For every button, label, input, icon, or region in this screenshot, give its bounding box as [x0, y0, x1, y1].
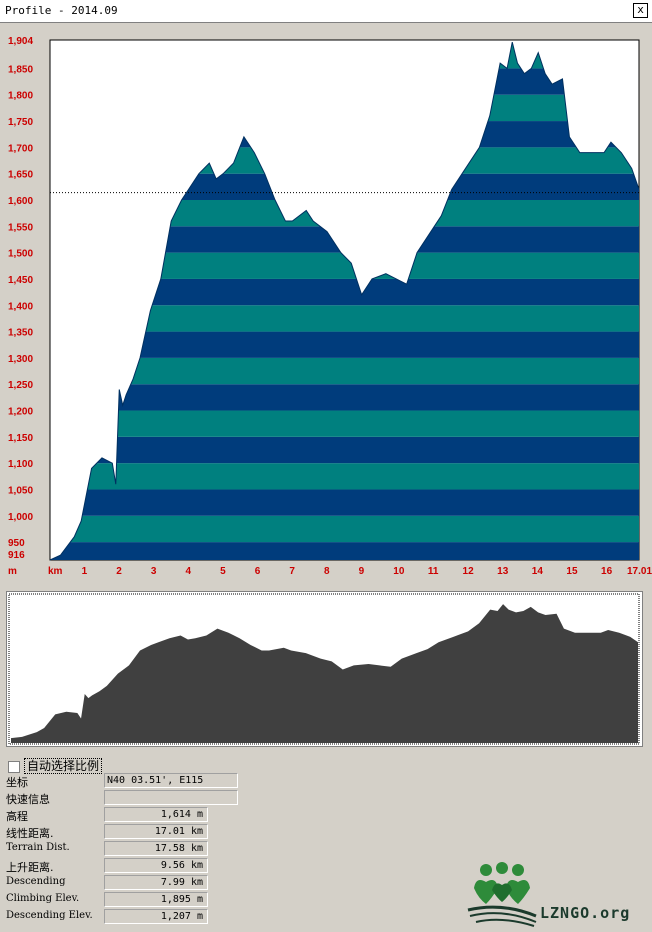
x-tick-label: 9	[359, 566, 365, 577]
descelev-field: 1,207 m	[104, 909, 208, 924]
y-tick-label: 1,000	[8, 512, 33, 523]
x-tick-label: 3	[151, 566, 157, 577]
elevation-band	[50, 357, 639, 385]
elev-label: 高程	[6, 810, 28, 823]
x-tick-label: 4	[186, 566, 192, 577]
profile-line	[49, 41, 640, 561]
elevation-band	[50, 463, 639, 490]
x-tick-label: 15	[566, 566, 578, 577]
overview-panel[interactable]	[6, 591, 643, 747]
elev-field: 1,614 m	[104, 807, 208, 822]
coord-row: 坐标 N40 03.51', E115	[6, 773, 246, 790]
terrain-row: Terrain Dist. 17.58 km	[6, 841, 246, 858]
y-tick-label: 1,904	[8, 36, 33, 47]
overview-area	[11, 604, 638, 743]
elevation-band	[50, 410, 639, 437]
y-tick-label: 1,850	[8, 64, 33, 75]
x-tick-label: 8	[324, 566, 330, 577]
logo-text: LZNGO.org	[540, 904, 631, 922]
quick-label: 快速信息	[6, 793, 50, 806]
y-tick-label: 1,300	[8, 354, 33, 365]
y-tick-label: 1,750	[8, 117, 33, 128]
x-tick-label: 12	[463, 566, 475, 577]
y-tick-label: 1,700	[8, 143, 33, 154]
overview-profile[interactable]	[7, 592, 642, 746]
ascend-label: 上升距离.	[6, 861, 54, 874]
y-tick-label: 1,150	[8, 433, 33, 444]
coord-label: 坐标	[6, 776, 28, 789]
elevation-band	[50, 331, 639, 358]
y-tick-label: 916	[8, 550, 25, 561]
descelev-row: Descending Elev. 1,207 m	[6, 909, 246, 926]
x-tick-label: 7	[289, 566, 295, 577]
x-tick-label: 16	[601, 566, 613, 577]
x-tick-label: 17.01	[627, 566, 652, 577]
y-tick-label: 1,800	[8, 91, 33, 102]
elevation-band	[50, 489, 639, 516]
x-tick-label: 10	[393, 566, 405, 577]
y-tick-label: 1,500	[8, 249, 33, 260]
y-tick-label: 1,450	[8, 275, 33, 286]
ascend-field: 9.56 km	[104, 858, 208, 873]
title-bar: Profile - 2014.09 x	[0, 0, 652, 23]
elevation-band	[50, 384, 639, 411]
checkbox-box[interactable]	[8, 760, 20, 773]
x-tick-label: 14	[532, 566, 544, 577]
y-tick-label: 1,200	[8, 407, 33, 418]
y-tick-label: 1,250	[8, 380, 33, 391]
climb-row: Climbing Elev. 1,895 m	[6, 892, 246, 909]
elevation-profile-chart[interactable]: 1,904 1,850 1,800 1,750 1,700 1,650 1,600 1,550…	[0, 23, 652, 583]
y-tick-label: 1,550	[8, 222, 33, 233]
x-tick-label: 2	[116, 566, 122, 577]
logo-emblem-icon	[467, 862, 537, 927]
x-tick-label: 6	[255, 566, 261, 577]
terrain-label: Terrain Dist.	[6, 842, 70, 853]
quick-row: 快速信息	[6, 790, 246, 807]
terrain-field: 17.58 km	[104, 841, 208, 856]
elev-row: 高程 1,614 m	[6, 807, 246, 824]
y-tick-label: 1,650	[8, 170, 33, 181]
descend-row: Descending 7.99 km	[6, 875, 246, 892]
quick-field	[104, 790, 238, 805]
elevation-band	[50, 542, 639, 560]
lzngo-logo: LZNGO.org	[462, 860, 642, 928]
climb-label: Climbing Elev.	[6, 893, 80, 904]
autoscale-checkbox[interactable]: 自动选择比例	[8, 757, 103, 774]
y-unit-label: m	[8, 566, 17, 577]
y-tick-label: 950	[8, 538, 25, 549]
climb-field: 1,895 m	[104, 892, 208, 907]
y-tick-label: 1,600	[8, 196, 33, 207]
x-tick-label: 5	[220, 566, 226, 577]
x-unit-label: km	[48, 566, 63, 577]
ascend-row: 上升距离. 9.56 km	[6, 858, 246, 875]
linear-field: 17.01 km	[104, 824, 208, 839]
x-tick-label: 11	[428, 566, 439, 577]
y-tick-label: 1,350	[8, 328, 33, 339]
descend-field: 7.99 km	[104, 875, 208, 890]
elevation-band	[50, 515, 639, 543]
x-tick-label: 13	[497, 566, 509, 577]
linear-label: 线性距离.	[6, 827, 54, 840]
close-button[interactable]: x	[633, 3, 648, 18]
autoscale-label: 自动选择比例	[24, 758, 103, 774]
window-title: Profile - 2014.09	[5, 4, 118, 17]
x-tick-label: 1	[82, 566, 88, 577]
linear-row: 线性距离. 17.01 km	[6, 824, 246, 841]
descend-label: Descending	[6, 876, 66, 887]
y-tick-label: 1,400	[8, 301, 33, 312]
y-tick-label: 1,100	[8, 459, 33, 470]
elevation-band	[50, 436, 639, 464]
coord-field: N40 03.51', E115	[104, 773, 238, 788]
descelev-label: Descending Elev.	[6, 910, 93, 921]
overview-selection-frame[interactable]	[8, 593, 640, 745]
y-tick-label: 1,050	[8, 485, 33, 496]
